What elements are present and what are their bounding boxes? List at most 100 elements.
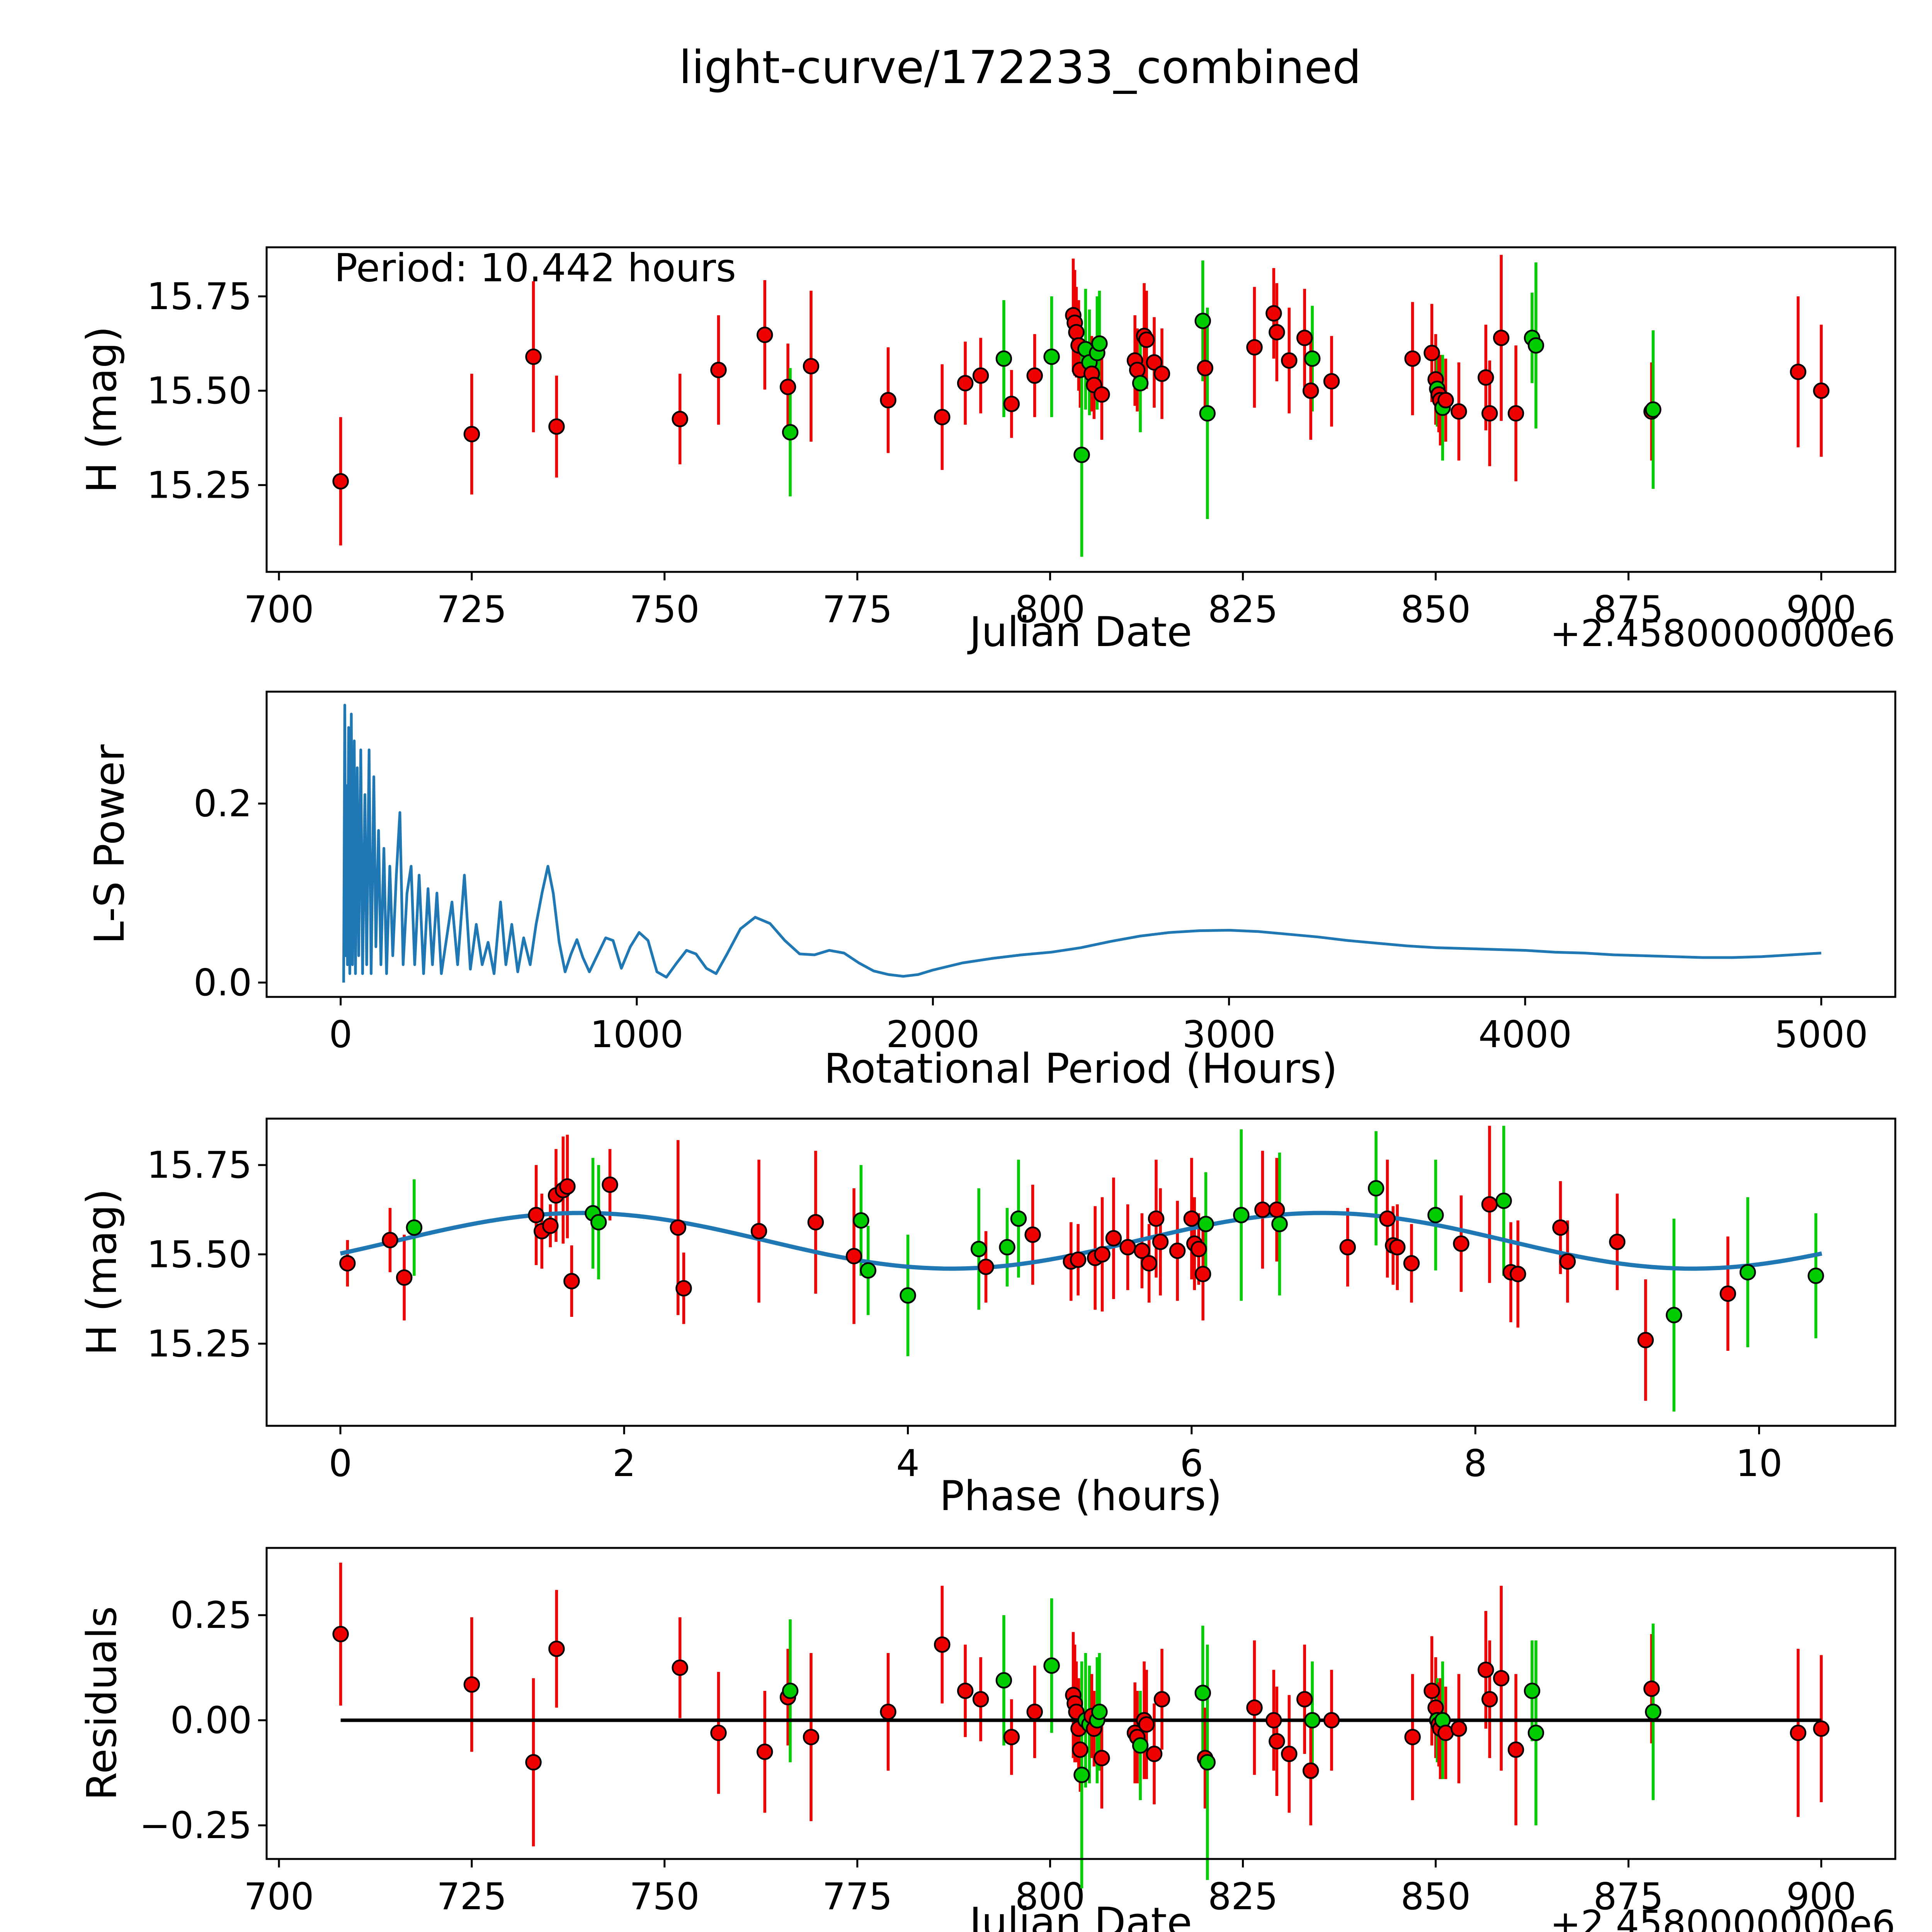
periodogram-xlabel: Rotational Period (Hours) [824,1045,1338,1092]
lightcurve-data-point [1507,405,1524,422]
lightcurve-data-point [525,349,542,365]
residuals-data-point [1146,1745,1163,1762]
residuals-ytick-label: −0.25 [139,1804,252,1847]
residuals-xtick-label: 825 [1208,1876,1278,1918]
residuals-data-point [957,1682,974,1699]
lightcurve-data-point [1423,345,1440,361]
residuals-xtick-label: 900 [1786,1876,1856,1918]
lightcurve-xtick-label: 775 [822,588,892,631]
lightcurve-data-point [880,392,896,408]
lightcurve-data-point [1146,354,1163,371]
periodogram-xtick-label: 1000 [590,1014,684,1056]
phased-data-point [563,1273,580,1289]
phased-data-point [1739,1264,1756,1281]
periodogram-frame [265,690,1896,998]
subplot-residuals: 700 725 750 775 800 825 850 875 900 −0.25 0.00 0.25 [139,1547,1896,1918]
lightcurve-ytick-label: 15.75 [147,276,252,318]
phased-data-point [675,1280,692,1297]
residuals-xtick-label: 875 [1594,1876,1663,1918]
lightcurve-data-point [779,379,796,395]
phased-data-point [1254,1201,1271,1218]
residuals-ylabel: Residuals [78,1606,126,1801]
phased-data-point [559,1178,576,1195]
residuals-data-point [1199,1754,1216,1771]
phased-data-point [1403,1255,1420,1272]
phased-data-point [1339,1239,1356,1256]
residuals-data-point [1645,1704,1662,1720]
lightcurve-xtick-label: 850 [1401,588,1471,631]
residuals-data-point [934,1636,951,1653]
lightcurve-data-point [1813,382,1830,399]
phased-data-point [1233,1207,1250,1223]
residuals-data-point [972,1691,989,1708]
residuals-data-point [1246,1699,1263,1716]
phased-data-point [1379,1210,1396,1227]
phased-xtick-label: 4 [896,1442,919,1485]
phased-xtick-label: 0 [329,1442,352,1485]
subplot-lightcurve: 700 725 750 775 800 825 850 875 900 15.25 15.50 15.… [147,246,1896,631]
phased-data-point [1719,1285,1736,1302]
phased-data-point [807,1214,824,1231]
phased-data-point [978,1259,994,1275]
lightcurve-xtick-label: 825 [1208,588,1278,631]
residuals-data-point [525,1754,542,1771]
lightcurve-data-point [1437,392,1454,408]
lightcurve-offset-text: +2.4580000000e6 [1550,612,1895,655]
lightcurve-ytick-label: 15.50 [147,370,252,412]
lightcurve-data-point [957,375,974,391]
lightcurve-data-point [1304,350,1321,367]
periodogram-xtick-label: 3000 [1182,1014,1276,1056]
lightcurve-data-point [332,473,349,490]
lightcurve-data-point [1527,337,1544,354]
phased-data-point [1010,1210,1027,1227]
figure-title: light-curve/172233_combined [679,41,1361,94]
periodogram-xtick-label: 5000 [1775,1014,1868,1056]
lightcurve-data-point [1478,369,1494,386]
lightcurve-data-point [1194,313,1211,329]
lightcurve-data-point [1790,364,1806,380]
phased-data-point [1389,1239,1406,1256]
phased-data-point [1141,1255,1157,1272]
lightcurve-data-point [1197,360,1214,376]
phased-data-point [1552,1219,1569,1236]
phased-data-point [406,1219,423,1236]
residuals-data-point [1153,1691,1170,1708]
residuals-data-point [1478,1662,1494,1678]
residuals-data-point [1524,1682,1541,1699]
residuals-data-point [710,1725,727,1741]
phased-data-point [1495,1192,1512,1209]
phased-data-point [853,1212,869,1229]
phased-data-point [1808,1267,1824,1284]
residuals-data-point [1138,1716,1155,1733]
periodogram-power-curve [342,704,1821,983]
residuals-data-point [1094,1750,1110,1767]
phased-xtick-label: 2 [612,1442,636,1485]
residuals-data-point [1323,1712,1340,1729]
phased-data-point [1665,1307,1682,1323]
lightcurve-xtick-label: 900 [1786,588,1856,631]
periodogram-ylabel: L-S Power [86,744,133,944]
lightcurve-xtick-label: 725 [437,588,507,631]
residuals-data-point [1527,1725,1544,1741]
residuals-data-point [756,1743,773,1760]
residuals-data-point [672,1659,688,1676]
lightcurve-data-point [1091,335,1108,352]
lightcurve-data-point [972,367,989,384]
lightcurve-data-point [1132,375,1149,391]
phased-data-point [1559,1253,1576,1270]
lightcurve-xtick-label: 750 [629,588,699,631]
lightcurve-data-point [1265,305,1282,322]
lightcurve-xtick-label: 700 [244,588,314,631]
phased-data-point [1134,1242,1150,1259]
phased-data-point [1609,1233,1626,1250]
periodogram-ytick-label: 0.0 [194,962,252,1004]
residuals-data-point [1304,1712,1321,1729]
periodogram-ytick-label: 0.2 [194,783,252,825]
residuals-xlabel: Julian Date [967,1899,1192,1932]
lightcurve-data-point [756,327,773,343]
phased-data-point [1510,1265,1526,1282]
phase-xlabel: Phase (hours) [940,1472,1222,1520]
phased-data-point [339,1255,356,1272]
residuals-data-point [548,1640,565,1657]
